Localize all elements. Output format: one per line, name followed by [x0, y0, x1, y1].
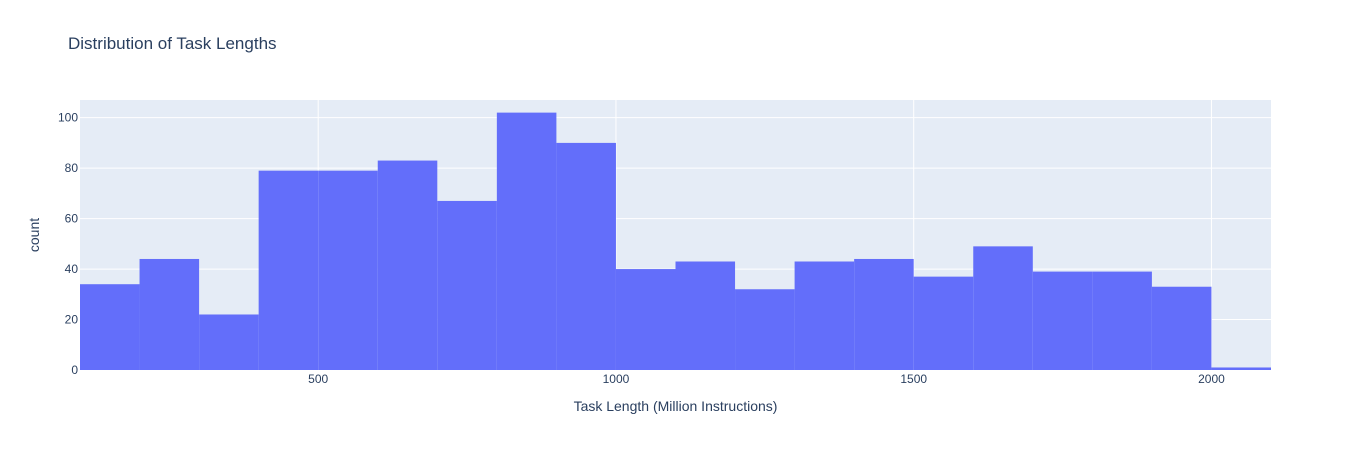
chart-title: Distribution of Task Lengths [68, 34, 277, 53]
histogram-bar[interactable] [973, 246, 1033, 370]
y-tick-label: 0 [71, 363, 78, 377]
histogram-bar[interactable] [139, 258, 200, 370]
y-tick-label: 80 [65, 161, 79, 175]
y-axis-ticks: 0 20 40 60 80 100 [58, 111, 78, 377]
x-tick-label: 500 [308, 372, 328, 386]
histogram-bar[interactable] [318, 170, 378, 370]
histogram-bar[interactable] [675, 261, 736, 370]
x-tick-label: 1000 [603, 372, 630, 386]
histogram-bar[interactable] [556, 142, 616, 370]
bars [80, 112, 1271, 370]
histogram-bar[interactable] [258, 170, 319, 370]
histogram-bar[interactable] [735, 289, 795, 370]
x-tick-label: 2000 [1198, 372, 1225, 386]
y-axis-title: count [26, 218, 42, 252]
x-tick-label: 1500 [900, 372, 927, 386]
histogram-bar[interactable] [1092, 271, 1152, 370]
y-tick-label: 100 [58, 111, 78, 125]
histogram-bar[interactable] [199, 314, 259, 370]
histogram-bar[interactable] [1151, 286, 1212, 370]
histogram-bar[interactable] [913, 276, 974, 370]
x-axis-ticks: 500 1000 1500 2000 [308, 372, 1225, 386]
histogram-bar[interactable] [496, 112, 557, 370]
histogram-bar[interactable] [615, 269, 676, 370]
histogram-bar[interactable] [377, 160, 438, 370]
histogram-bar[interactable] [437, 200, 497, 370]
y-tick-label: 60 [65, 212, 79, 226]
y-tick-label: 20 [65, 313, 79, 327]
histogram-bar[interactable] [794, 261, 855, 370]
histogram-bar[interactable] [80, 284, 140, 370]
histogram-bar[interactable] [854, 258, 914, 370]
histogram-bar[interactable] [1211, 367, 1271, 370]
y-tick-label: 40 [65, 262, 79, 276]
histogram-bar[interactable] [1032, 271, 1093, 370]
x-axis-title: Task Length (Million Instructions) [574, 398, 778, 414]
